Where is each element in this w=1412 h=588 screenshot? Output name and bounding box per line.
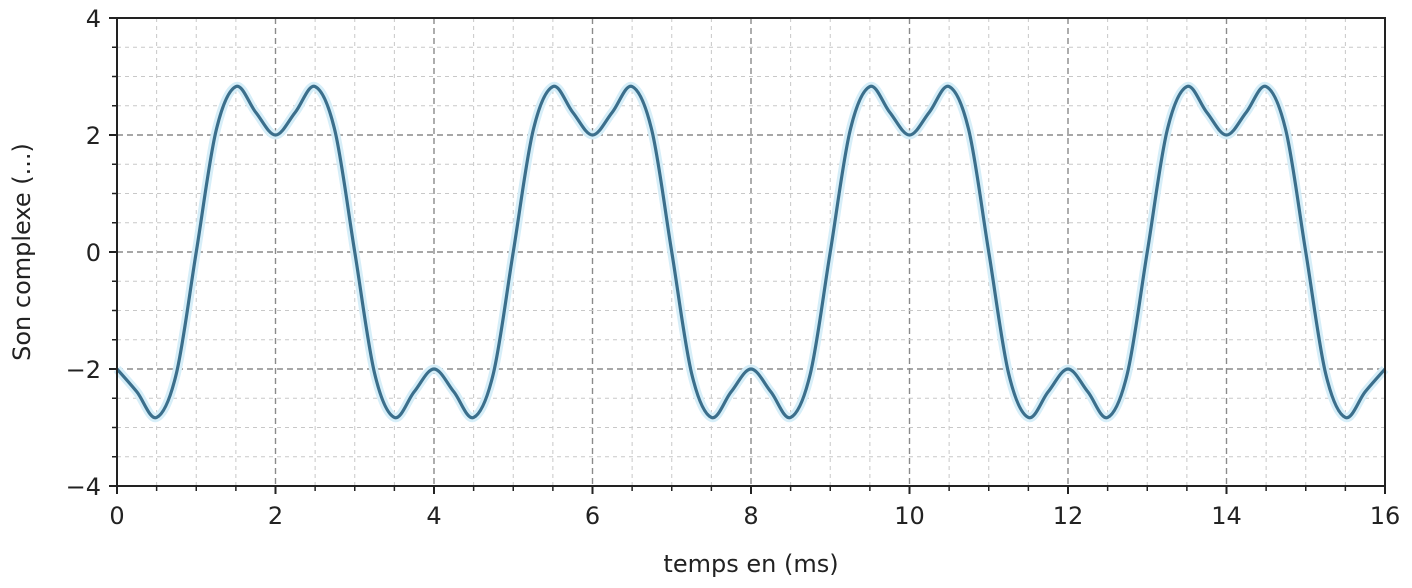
x-tick-label: 0 xyxy=(109,502,124,530)
x-tick-label: 12 xyxy=(1053,502,1084,530)
x-tick-label: 10 xyxy=(894,502,925,530)
y-tick-label: 4 xyxy=(86,5,101,33)
x-tick-label: 4 xyxy=(426,502,441,530)
x-tick-label: 2 xyxy=(268,502,283,530)
x-tick-label: 14 xyxy=(1211,502,1242,530)
x-tick-label: 8 xyxy=(743,502,758,530)
series-line xyxy=(115,84,1387,420)
y-tick-label: −2 xyxy=(66,356,101,384)
x-tick-label: 16 xyxy=(1370,502,1401,530)
plot-frame xyxy=(116,17,1386,487)
series xyxy=(113,81,1389,423)
y-tick-label: 2 xyxy=(86,122,101,150)
y-tick-label: 0 xyxy=(86,239,101,267)
y-axis-label: Son complexe (...) xyxy=(8,143,36,361)
y-tick-label: −4 xyxy=(66,473,101,501)
x-tick-label: 6 xyxy=(585,502,600,530)
x-axis-label: temps en (ms) xyxy=(663,550,838,578)
ticks: 0 2 4 6 8 10 12 14 16 −4 −2 0 2 4 xyxy=(66,5,1401,530)
